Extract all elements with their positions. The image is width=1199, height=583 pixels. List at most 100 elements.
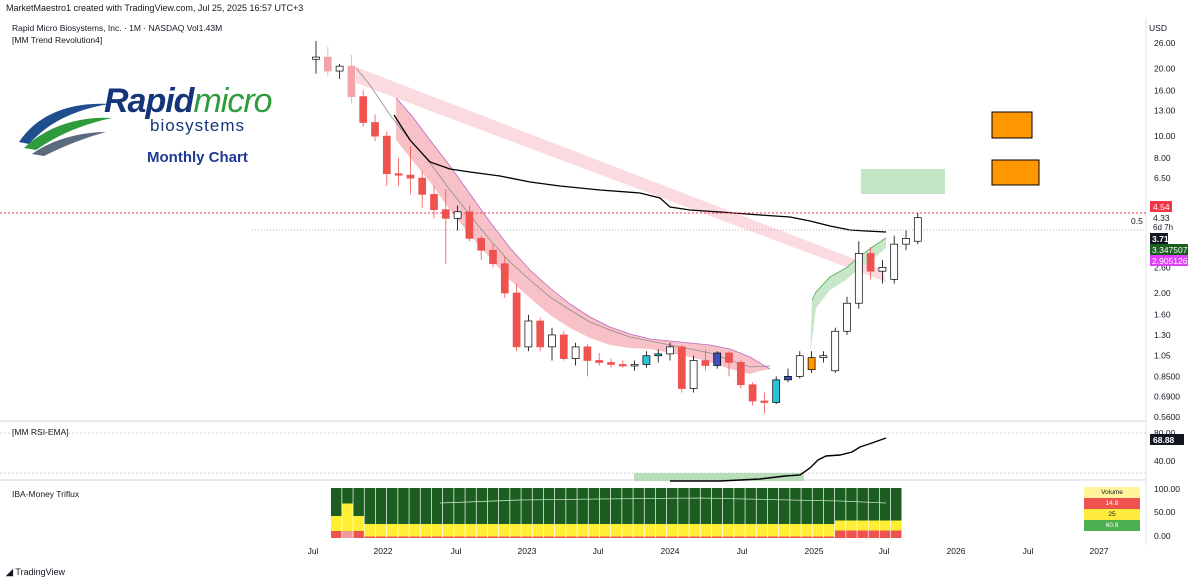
triflux-bar-segment bbox=[700, 536, 712, 538]
candle-body bbox=[500, 263, 509, 294]
triflux-bar-segment bbox=[700, 488, 712, 524]
triflux-bar-segment bbox=[342, 488, 353, 504]
tv-icon: ◢ bbox=[6, 567, 16, 577]
triflux-bar-segment bbox=[398, 524, 409, 537]
triflux-bar-segment bbox=[375, 536, 387, 538]
triflux-bar-segment bbox=[644, 524, 656, 537]
triflux-bar-segment bbox=[566, 536, 577, 538]
candle-body bbox=[843, 302, 851, 332]
candle-body bbox=[583, 346, 592, 361]
tradingview-logo[interactable]: ◢ TradingView bbox=[6, 567, 65, 577]
triflux-bar-segment bbox=[510, 536, 521, 538]
triflux-bar-segment bbox=[353, 516, 364, 531]
triflux-bar-segment bbox=[689, 488, 700, 524]
indicator-label[interactable]: [MM Trend Revolution4] bbox=[12, 35, 103, 45]
triflux-bar-segment bbox=[678, 488, 689, 524]
triflux-bar-segment bbox=[566, 524, 577, 537]
triflux-pane-title[interactable]: IBA-Money Triflux bbox=[12, 489, 80, 499]
candle-body bbox=[760, 400, 769, 403]
candle-body bbox=[618, 364, 627, 367]
time-axis-label: Jul bbox=[879, 546, 890, 556]
rsi-tick: 80.00 bbox=[1154, 428, 1176, 438]
triflux-bar-segment bbox=[633, 488, 644, 524]
triflux-bar-segment bbox=[812, 524, 824, 537]
triflux-bar-segment bbox=[723, 524, 734, 537]
triflux-bar-segment bbox=[409, 536, 420, 538]
triflux-bar-segment bbox=[835, 520, 846, 531]
triflux-bar-segment bbox=[476, 488, 488, 524]
triflux-bar-segment bbox=[667, 524, 678, 537]
triflux-bar-segment bbox=[790, 488, 801, 524]
candle-body bbox=[854, 253, 863, 304]
rsi-pane-title[interactable]: [MM RSI-EMA] bbox=[12, 427, 69, 437]
triflux-bar-segment bbox=[521, 524, 532, 537]
long-term-moving-average bbox=[393, 114, 887, 233]
triflux-bar-segment bbox=[801, 536, 812, 538]
triflux-bar-segment bbox=[487, 488, 499, 524]
triflux-bar-segment bbox=[689, 536, 700, 538]
volume-table-row: 60.8 bbox=[1084, 520, 1140, 531]
triflux-bar-segment bbox=[655, 488, 667, 524]
price-tick-label: 0.8500 bbox=[1154, 371, 1180, 381]
candle-body bbox=[489, 249, 497, 265]
triflux-bar-segment bbox=[779, 536, 790, 538]
triflux-signal-line bbox=[439, 497, 887, 504]
candle-body bbox=[689, 360, 698, 389]
triflux-bar-segment bbox=[555, 488, 566, 524]
time-axis-label: 2027 bbox=[1090, 546, 1109, 556]
magenta-value-tag bbox=[1150, 255, 1188, 266]
triflux-bar-segment bbox=[801, 488, 812, 524]
candle-body bbox=[323, 56, 332, 72]
price-tick-label: 0.6900 bbox=[1154, 392, 1180, 402]
candle-body bbox=[713, 352, 722, 366]
triflux-bar-segment bbox=[835, 530, 846, 538]
rsi-value-tag bbox=[1150, 434, 1184, 445]
time-axis-label: Jul bbox=[1023, 546, 1034, 556]
last-price-tag bbox=[1150, 233, 1168, 244]
triflux-bar-segment bbox=[835, 488, 846, 521]
candle-body bbox=[642, 355, 651, 365]
triflux-bar-segment bbox=[611, 524, 622, 537]
rsi-tick: 40.00 bbox=[1154, 456, 1176, 466]
rsi-value: 68.88 bbox=[1153, 435, 1175, 445]
triflux-bar-segment bbox=[532, 488, 544, 524]
candle-body bbox=[831, 330, 840, 372]
price-tick-label: 10.00 bbox=[1154, 131, 1176, 141]
symbol-line[interactable]: Rapid Micro Biosystems, Inc. · 1M · NASD… bbox=[12, 23, 223, 33]
price-tick-label: 2.00 bbox=[1154, 288, 1171, 298]
time-axis-label: 2026 bbox=[947, 546, 966, 556]
price-tick-label: 1.05 bbox=[1154, 351, 1171, 361]
price-tick-label: 0.5600 bbox=[1154, 412, 1180, 422]
candle-body bbox=[595, 360, 604, 363]
candle-body bbox=[630, 364, 639, 367]
triflux-bar-segment bbox=[891, 488, 902, 521]
candle-body bbox=[512, 292, 521, 348]
currency-label[interactable]: USD bbox=[1149, 23, 1167, 33]
triflux-bar-segment bbox=[588, 488, 600, 524]
triflux-bar-segment bbox=[499, 536, 510, 538]
orange-target-box bbox=[991, 111, 1033, 139]
triflux-bar-segment bbox=[364, 536, 376, 538]
candle-body bbox=[394, 173, 403, 176]
triflux-bar-segment bbox=[711, 488, 723, 524]
price-tick-label: 16.00 bbox=[1154, 85, 1176, 95]
candle-body bbox=[536, 320, 545, 348]
triflux-bar-segment bbox=[499, 524, 510, 537]
price-tick-label: 20.00 bbox=[1154, 64, 1176, 74]
triflux-bar-segment bbox=[431, 524, 443, 537]
triflux-bar-segment bbox=[387, 524, 398, 537]
chart-legend: Rapid Micro Biosystems, Inc. · 1M · NASD… bbox=[12, 22, 222, 46]
triflux-bar-segment bbox=[633, 524, 644, 537]
triflux-bar-segment bbox=[599, 536, 611, 538]
triflux-bar-segment bbox=[745, 524, 756, 537]
triflux-bar-segment bbox=[510, 524, 521, 537]
triflux-bar-segment bbox=[499, 488, 510, 524]
triflux-bar-segment bbox=[588, 524, 600, 537]
triflux-bar-segment bbox=[431, 536, 443, 538]
triflux-bar-segment bbox=[331, 488, 342, 516]
triflux-bar-segment bbox=[868, 530, 880, 538]
triflux-bar-segment bbox=[857, 488, 868, 521]
triflux-bar-segment bbox=[543, 536, 555, 538]
triflux-bar-segment bbox=[823, 524, 835, 537]
